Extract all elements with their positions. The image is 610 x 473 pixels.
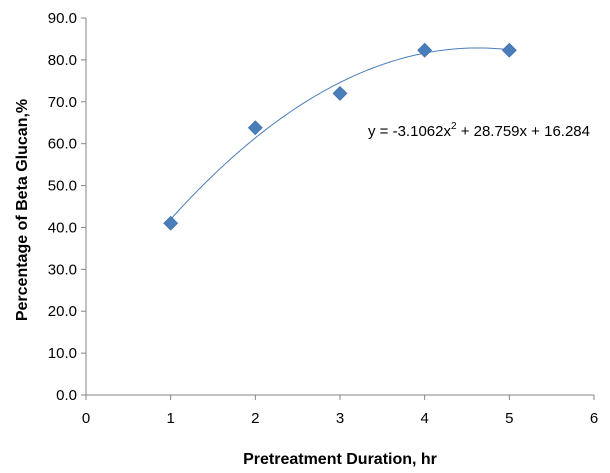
data-point [163,215,179,231]
trendline-equation: y = -3.1062x2 + 28.759x + 16.284 [368,121,590,140]
data-point [501,42,517,58]
x-axis-tick-labels: 0 1 2 3 4 5 6 [82,410,598,427]
data-point [247,120,263,136]
y-axis-tick-labels: 0.0 10.0 20.0 30.0 40.0 50.0 60.0 70.0 80.0 90.0 [48,10,77,404]
y-tick-label: 0.0 [56,387,77,404]
x-tick-label: 2 [251,410,259,427]
y-tick-label: 80.0 [48,52,77,69]
x-axis-title: Pretreatment Duration, hr [243,451,437,468]
y-tick-label: 90.0 [48,10,77,27]
y-tick-label: 70.0 [48,94,77,111]
equation-suffix: + 28.759x + 16.284 [457,123,590,140]
x-tick-label: 6 [590,410,598,427]
x-tick-label: 3 [336,410,344,427]
y-tick-label: 20.0 [48,303,77,320]
data-point [332,85,348,101]
x-tick-label: 5 [505,410,513,427]
y-tick-label: 40.0 [48,219,77,236]
y-axis-ticks [81,17,86,396]
x-tick-label: 1 [166,410,174,427]
equation-prefix: y = -3.1062x [368,123,451,140]
y-tick-label: 60.0 [48,136,77,153]
data-point [417,42,433,58]
y-tick-label: 30.0 [48,261,77,278]
y-tick-label: 10.0 [48,345,77,362]
x-tick-label: 0 [82,410,90,427]
equation-exponent: 2 [451,121,457,132]
data-points [163,42,517,231]
x-axis-ticks [85,395,595,400]
x-tick-label: 4 [420,410,428,427]
trendline [170,47,510,220]
y-axis-title: Percentage of Beta Glucan,% [14,99,31,321]
y-tick-label: 50.0 [48,178,77,195]
